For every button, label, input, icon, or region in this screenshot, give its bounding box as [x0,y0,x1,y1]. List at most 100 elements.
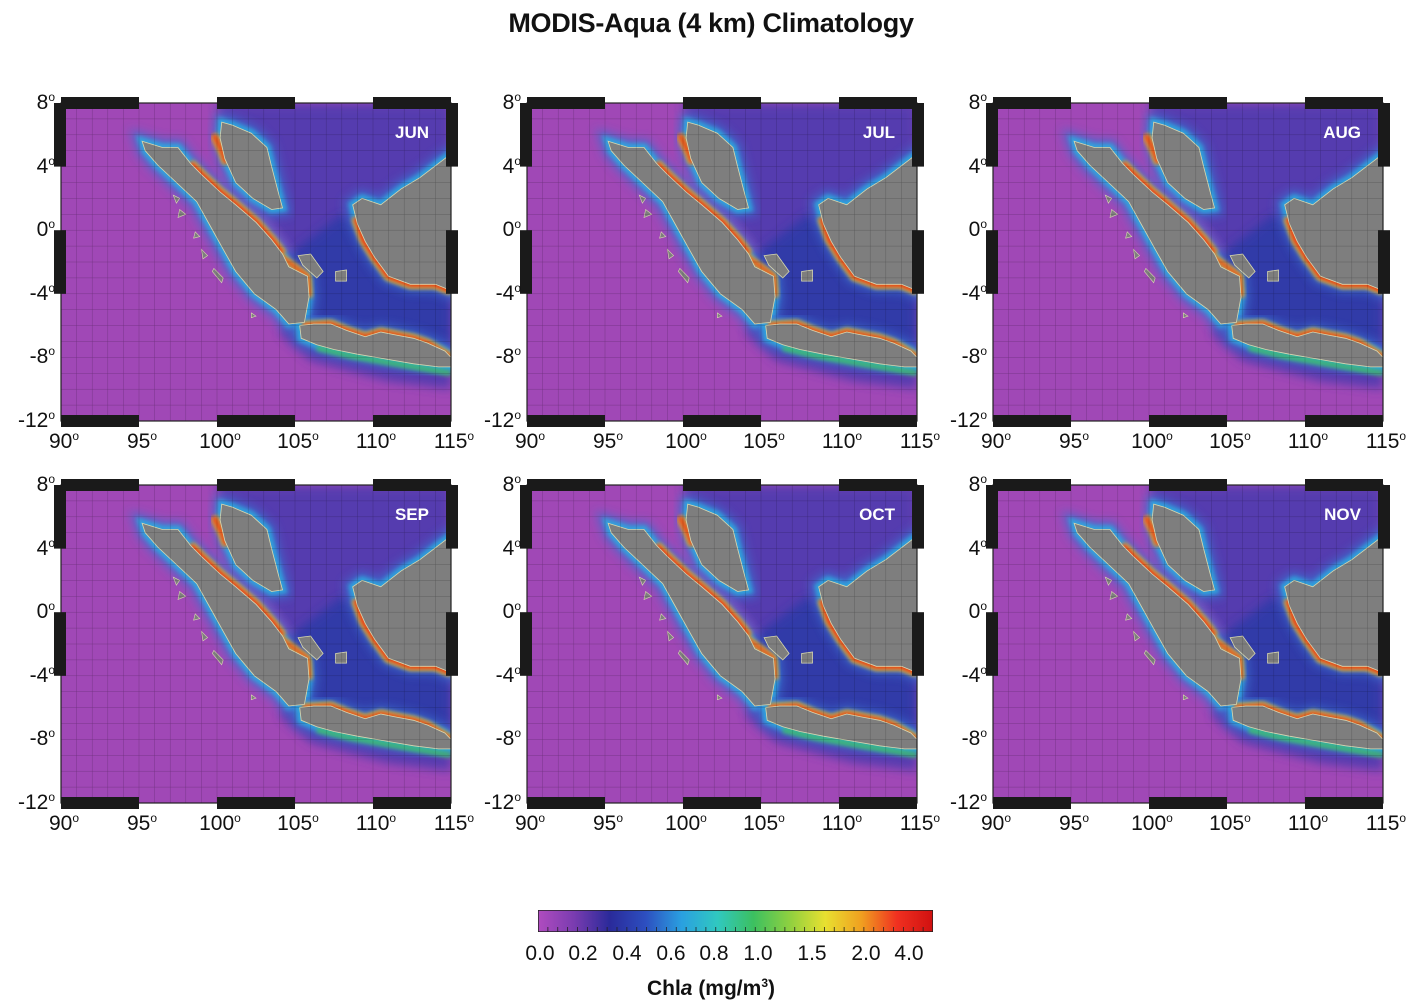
lon-tick-value: 90 [980,812,1005,835]
lon-tick-value: 90 [48,430,73,453]
lat-tick-value: 4 [968,154,981,178]
degree-symbol: o [1004,811,1012,825]
lon-tick-label: 90o [961,811,1031,836]
degree-symbol: o [1399,811,1407,825]
month-label: SEP [394,505,429,524]
lat-tick-value: -8 [29,345,49,369]
colorbar-label-main: Chl [646,977,681,1000]
degree-symbol: o [514,662,521,677]
lon-tick-value: 105 [743,430,779,453]
colorbar-tick-label: 1.0 [743,942,773,965]
map-panel: NOV 8o 4o 0o -4o -8o -12o 90o 95o 100o 105o 110o 115… [931,382,1406,835]
lon-tick-label: 100o [185,429,255,454]
lat-tick-label: 0o [465,217,521,242]
degree-symbol: o [514,535,521,550]
lon-tick-value: 90 [514,430,539,453]
lat-tick-value: 8 [502,91,515,114]
lon-tick-value: 105 [1209,430,1245,453]
month-label: NOV [1324,505,1361,524]
colorbar-tick-label: 2.0 [851,942,881,965]
lat-tick-value: 8 [968,91,981,114]
colorbar-tick-label: 0.0 [525,942,555,965]
lon-tick-value: 105 [277,430,313,453]
lon-tick-value: 100 [1131,430,1167,453]
colorbar-tick-label: 0.2 [568,942,598,965]
lat-tick-label: -12o [465,790,521,815]
lat-tick-value: -12 [17,791,49,814]
degree-symbol: o [980,217,987,232]
lon-tick-label: 115o [1351,811,1421,836]
chlorophyll-map [54,479,458,809]
lon-tick-label: 105o [1195,429,1265,454]
lon-tick-value: 90 [48,812,73,835]
lon-tick-value: 110 [355,812,390,835]
lon-tick-value: 110 [821,812,856,835]
degree-symbol: o [150,811,158,825]
degree-symbol: o [1004,429,1012,443]
degree-symbol: o [1244,429,1251,443]
lat-tick-value: 4 [36,536,49,560]
lat-tick-value: 0 [968,218,981,242]
degree-symbol: o [980,662,987,677]
degree-symbol: o [48,280,55,295]
lon-tick-value: 105 [1209,812,1245,835]
degree-symbol: o [514,90,521,104]
degree-symbol: o [933,811,941,825]
degree-symbol: o [1321,811,1329,825]
lon-tick-label: 100o [651,811,721,836]
month-label: JUN [394,123,429,142]
degree-symbol: o [1321,429,1329,443]
degree-symbol: o [234,429,241,443]
lon-tick-label: 90o [29,811,99,836]
lat-tick-label: 0o [0,217,55,242]
degree-symbol: o [700,429,707,443]
lon-tick-label: 100o [1117,429,1187,454]
lon-tick-value: 95 [126,812,151,835]
degree-symbol: o [514,153,521,168]
lon-tick-value: 95 [592,812,617,835]
lon-tick-value: 95 [1058,812,1083,835]
lon-tick-label: 110o [1273,429,1343,454]
lon-tick-label: 110o [807,811,877,836]
lon-tick-value: 105 [277,812,313,835]
lat-tick-label: -4o [0,663,55,688]
lon-tick-label: 90o [29,429,99,454]
lat-tick-value: 0 [36,600,49,624]
lon-tick-label: 115o [885,429,955,454]
lon-tick-label: 115o [419,429,489,454]
chlorophyll-map [520,97,924,427]
degree-symbol: o [980,535,987,550]
lon-tick-label: 110o [341,429,411,454]
lat-tick-label: -8o [0,726,55,751]
lat-tick-value: -8 [495,727,515,751]
lat-tick-label: -4o [931,281,987,306]
degree-symbol: o [48,599,55,614]
degree-symbol: o [616,811,624,825]
lat-tick-label: 8o [931,472,987,497]
chlorophyll-map [986,479,1390,809]
degree-symbol: o [933,429,941,443]
degree-symbol: o [980,408,987,422]
lon-tick-value: 115 [1365,430,1400,453]
lon-tick-value: 100 [1131,812,1167,835]
lon-tick-label: 90o [495,811,565,836]
degree-symbol: o [514,217,521,232]
lat-tick-value: 0 [502,600,515,624]
lat-tick-value: 8 [36,91,49,114]
chlorophyll-map [986,97,1390,427]
degree-symbol: o [980,726,987,741]
lon-tick-label: 115o [885,811,955,836]
lon-tick-value: 115 [1365,812,1400,835]
lat-tick-value: -8 [29,727,49,751]
month-label: JUL [862,123,895,142]
degree-symbol: o [980,472,987,486]
lat-tick-label: -4o [465,663,521,688]
lat-tick-label: -8o [931,344,987,369]
lat-tick-value: -12 [949,791,981,814]
lat-tick-value: -4 [29,281,49,305]
degree-symbol: o [538,429,546,443]
degree-symbol: o [1399,429,1407,443]
degree-symbol: o [72,811,80,825]
degree-symbol: o [48,790,55,804]
lon-tick-value: 115 [899,812,934,835]
